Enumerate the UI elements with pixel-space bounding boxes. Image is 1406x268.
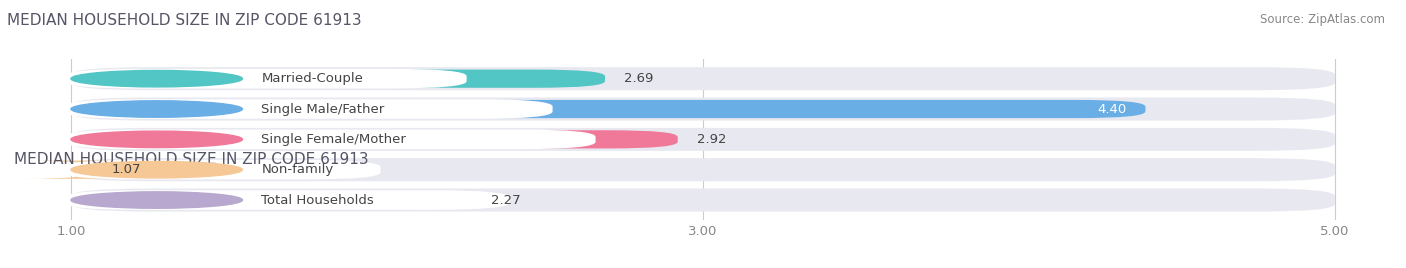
Text: Non-family: Non-family: [262, 163, 333, 176]
Circle shape: [70, 70, 242, 87]
FancyBboxPatch shape: [65, 99, 553, 119]
Text: 4.40: 4.40: [1097, 103, 1126, 116]
FancyBboxPatch shape: [70, 188, 1336, 211]
FancyBboxPatch shape: [70, 191, 472, 209]
FancyBboxPatch shape: [70, 158, 1336, 181]
Circle shape: [70, 101, 242, 117]
FancyBboxPatch shape: [70, 70, 605, 88]
Text: Single Male/Father: Single Male/Father: [262, 103, 385, 116]
FancyBboxPatch shape: [70, 128, 1336, 151]
Text: Married-Couple: Married-Couple: [262, 72, 363, 85]
Text: MEDIAN HOUSEHOLD SIZE IN ZIP CODE 61913: MEDIAN HOUSEHOLD SIZE IN ZIP CODE 61913: [14, 152, 368, 167]
Circle shape: [70, 192, 242, 208]
FancyBboxPatch shape: [65, 160, 381, 180]
FancyBboxPatch shape: [65, 69, 467, 88]
Text: Total Households: Total Households: [262, 193, 374, 207]
FancyBboxPatch shape: [65, 190, 509, 210]
Text: 1.07: 1.07: [112, 163, 142, 176]
FancyBboxPatch shape: [70, 100, 1146, 118]
FancyBboxPatch shape: [24, 161, 141, 179]
FancyBboxPatch shape: [65, 129, 596, 149]
Text: 2.92: 2.92: [697, 133, 725, 146]
Text: MEDIAN HOUSEHOLD SIZE IN ZIP CODE 61913: MEDIAN HOUSEHOLD SIZE IN ZIP CODE 61913: [7, 13, 361, 28]
FancyBboxPatch shape: [70, 130, 678, 148]
Circle shape: [70, 161, 242, 178]
FancyBboxPatch shape: [70, 67, 1336, 90]
Circle shape: [70, 131, 242, 148]
Text: Source: ZipAtlas.com: Source: ZipAtlas.com: [1260, 13, 1385, 27]
Text: Single Female/Mother: Single Female/Mother: [262, 133, 406, 146]
FancyBboxPatch shape: [70, 98, 1336, 121]
Text: 2.27: 2.27: [491, 193, 520, 207]
Text: 2.69: 2.69: [624, 72, 654, 85]
